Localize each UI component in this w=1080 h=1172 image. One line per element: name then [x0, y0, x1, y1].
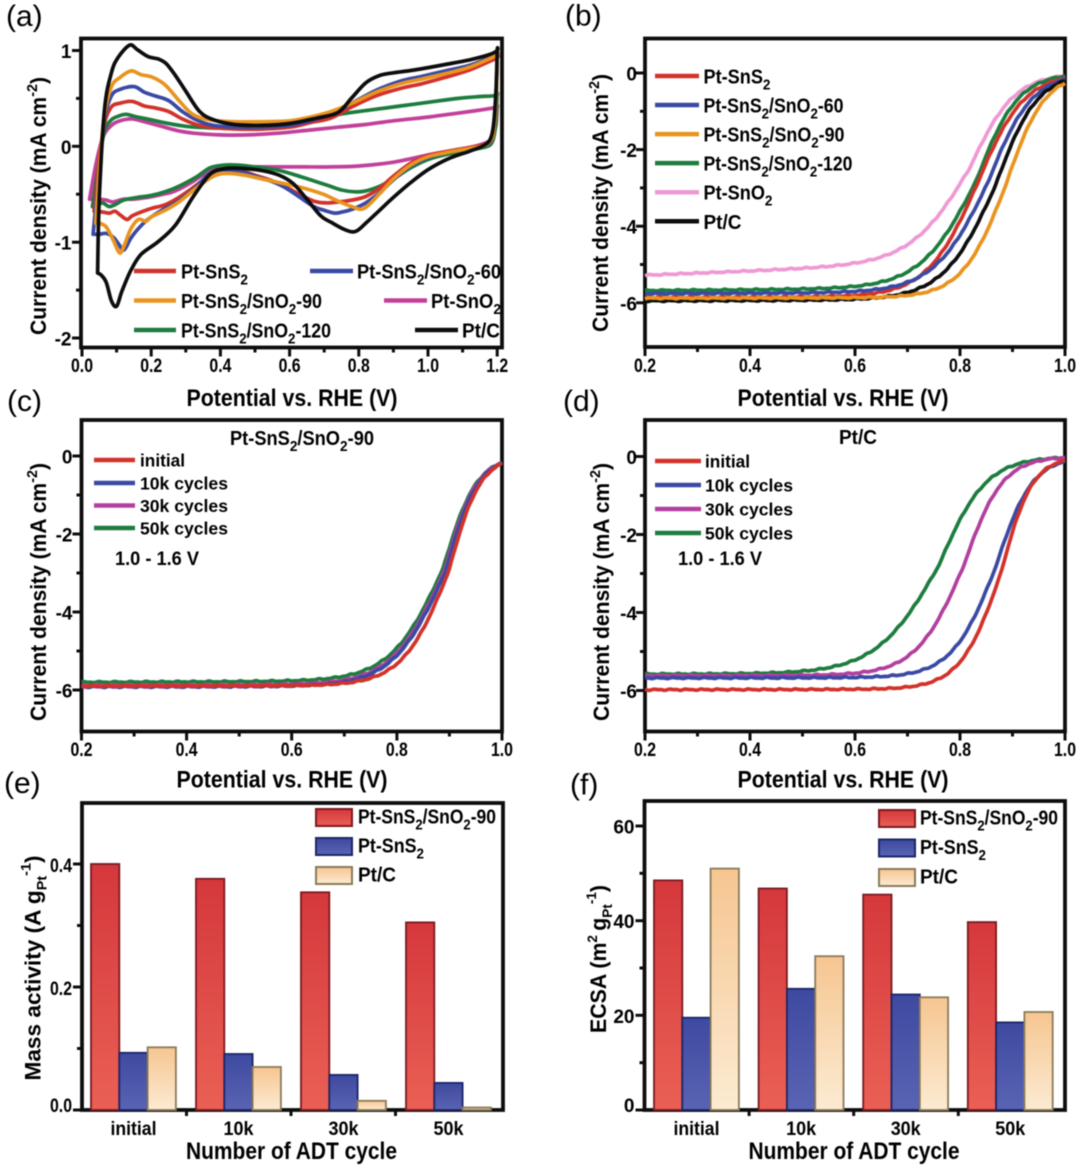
svg-text:0.8: 0.8: [949, 740, 971, 761]
svg-text:1.0 - 1.6 V: 1.0 - 1.6 V: [678, 549, 762, 570]
svg-text:-2: -2: [55, 330, 72, 351]
svg-text:0.4: 0.4: [50, 856, 72, 877]
svg-text:Current density (mA cm-2): Current density (mA cm-2): [24, 463, 51, 721]
svg-text:Potential vs. RHE (V): Potential vs. RHE (V): [187, 385, 398, 412]
svg-text:40: 40: [613, 912, 634, 933]
svg-text:(b): (b): [565, 0, 602, 33]
svg-text:60: 60: [613, 818, 634, 839]
svg-text:0.2: 0.2: [140, 356, 162, 377]
svg-text:0.0: 0.0: [71, 356, 93, 377]
svg-text:0.6: 0.6: [844, 356, 866, 377]
svg-text:0: 0: [626, 65, 637, 86]
svg-text:-2: -2: [620, 526, 637, 547]
svg-text:Potential vs. RHE (V): Potential vs. RHE (V): [738, 385, 949, 412]
svg-text:50k cycles: 50k cycles: [140, 519, 228, 539]
svg-text:initial: initial: [140, 451, 185, 471]
svg-text:0: 0: [62, 448, 73, 469]
svg-text:0.2: 0.2: [71, 740, 93, 761]
svg-text:1.0: 1.0: [417, 356, 439, 377]
svg-text:50k cycles: 50k cycles: [705, 524, 793, 544]
svg-text:0: 0: [61, 138, 72, 159]
svg-text:Number of ADT cycle: Number of ADT cycle: [186, 1138, 397, 1165]
svg-text:-6: -6: [56, 682, 73, 703]
svg-text:Pt/C: Pt/C: [920, 867, 958, 889]
svg-text:10k: 10k: [224, 1119, 254, 1140]
svg-text:(f): (f): [570, 769, 598, 802]
svg-text:0.4: 0.4: [739, 740, 761, 761]
svg-text:1.0: 1.0: [1054, 740, 1076, 761]
svg-text:30k: 30k: [891, 1119, 921, 1140]
svg-text:-6: -6: [620, 294, 637, 315]
svg-text:-2: -2: [620, 141, 637, 162]
svg-text:0.6: 0.6: [844, 740, 866, 761]
svg-text:-1: -1: [55, 234, 72, 255]
svg-text:-6: -6: [620, 682, 637, 703]
svg-text:50k: 50k: [434, 1119, 464, 1140]
svg-text:0.4: 0.4: [739, 356, 761, 377]
svg-text:-2: -2: [56, 526, 73, 547]
svg-text:30k: 30k: [329, 1119, 359, 1140]
svg-text:1.2: 1.2: [486, 356, 508, 377]
svg-text:0.4: 0.4: [209, 356, 231, 377]
svg-text:-4: -4: [620, 604, 637, 625]
svg-text:0.2: 0.2: [634, 356, 656, 377]
svg-text:Pt/C: Pt/C: [839, 427, 877, 449]
svg-text:20: 20: [613, 1007, 634, 1028]
svg-text:10k: 10k: [786, 1119, 816, 1140]
svg-text:10k cycles: 10k cycles: [140, 474, 228, 494]
svg-text:Pt/C: Pt/C: [462, 321, 500, 343]
svg-text:initial: initial: [674, 1119, 720, 1140]
svg-text:0: 0: [624, 1096, 635, 1117]
svg-text:-4: -4: [56, 604, 73, 625]
svg-text:Current density (mA cm-2): Current density (mA cm-2): [586, 74, 613, 332]
svg-text:0.8: 0.8: [949, 356, 971, 377]
svg-text:50k: 50k: [995, 1119, 1025, 1140]
svg-text:Current density (mA cm-2): Current density (mA cm-2): [24, 77, 51, 335]
svg-text:Pt-SnS2/SnO2-90: Pt-SnS2/SnO2-90: [358, 807, 496, 834]
svg-text:Current density (mA cm-2): Current density (mA cm-2): [587, 463, 614, 721]
svg-text:1.0: 1.0: [491, 740, 513, 761]
svg-text:Pt/C: Pt/C: [704, 212, 742, 234]
svg-text:1.0: 1.0: [1054, 356, 1076, 377]
svg-text:30k cycles: 30k cycles: [705, 500, 793, 520]
svg-text:0.6: 0.6: [281, 740, 303, 761]
svg-text:Potential vs. RHE (V): Potential vs. RHE (V): [738, 767, 949, 794]
svg-text:0: 0: [626, 448, 637, 469]
svg-text:initial: initial: [111, 1119, 157, 1140]
svg-text:1: 1: [61, 42, 72, 63]
svg-text:Potential vs. RHE (V): Potential vs. RHE (V): [177, 767, 388, 794]
svg-text:0.4: 0.4: [176, 740, 198, 761]
svg-text:(d): (d): [563, 385, 600, 418]
svg-text:0.2: 0.2: [634, 740, 656, 761]
svg-text:30k cycles: 30k cycles: [140, 496, 228, 516]
svg-text:(c): (c): [7, 385, 42, 418]
svg-text:0.6: 0.6: [279, 356, 301, 377]
svg-text:Mass activity (A gPt-1): Mass activity (A gPt-1): [18, 856, 50, 1081]
svg-text:0.8: 0.8: [348, 356, 370, 377]
svg-text:(e): (e): [4, 767, 41, 800]
svg-text:Pt/C: Pt/C: [358, 865, 396, 887]
svg-text:0.8: 0.8: [386, 740, 408, 761]
svg-text:(a): (a): [6, 0, 43, 33]
svg-text:0.0: 0.0: [50, 1096, 72, 1117]
svg-text:-4: -4: [620, 218, 637, 239]
svg-text:10k cycles: 10k cycles: [705, 476, 793, 496]
svg-text:initial: initial: [705, 452, 750, 472]
svg-text:1.0 - 1.6 V: 1.0 - 1.6 V: [115, 549, 199, 570]
svg-text:0.2: 0.2: [50, 979, 72, 1000]
svg-text:Number of ADT cycle: Number of ADT cycle: [749, 1138, 960, 1165]
